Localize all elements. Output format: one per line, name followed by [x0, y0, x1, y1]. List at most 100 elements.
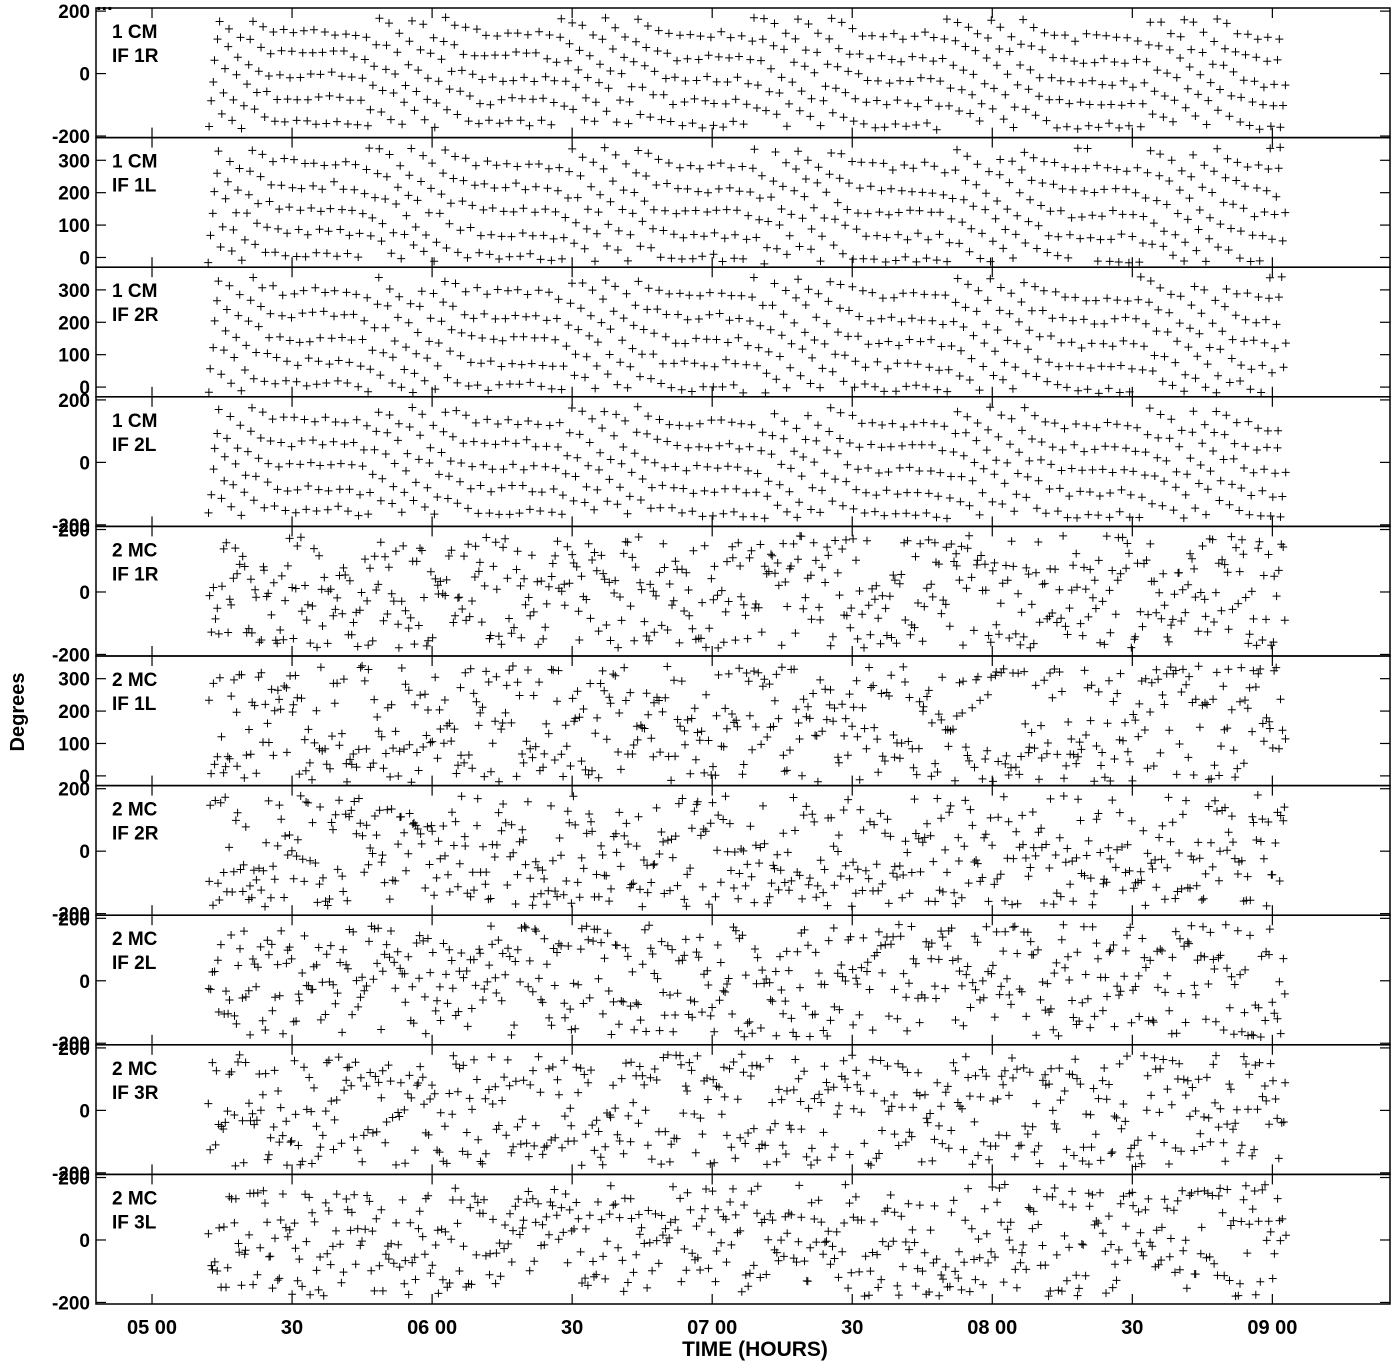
phase-point	[1013, 469, 1022, 478]
phase-point	[551, 207, 560, 216]
phase-point	[687, 714, 696, 723]
phase-point	[537, 116, 546, 125]
phase-point	[266, 309, 275, 318]
phase-point	[734, 894, 743, 903]
phase-point	[240, 927, 248, 936]
phase-point	[758, 35, 767, 44]
phase-point	[824, 936, 833, 945]
phase-point	[1043, 248, 1052, 257]
phase-point	[918, 637, 927, 646]
phase-point	[963, 152, 972, 161]
phase-point	[950, 557, 958, 566]
phase-point	[606, 197, 615, 206]
phase-point	[681, 339, 690, 348]
phase-point	[804, 880, 813, 889]
phase-point	[469, 314, 478, 323]
phase-point	[831, 475, 840, 484]
phase-point	[903, 848, 912, 857]
phase-point	[449, 1051, 458, 1060]
phase-point	[574, 1088, 583, 1097]
phase-point	[498, 949, 507, 958]
phase-point	[544, 886, 553, 895]
phase-point	[1185, 194, 1194, 203]
phase-point	[1150, 577, 1159, 586]
phase-point	[943, 387, 952, 396]
phase-point	[1059, 531, 1068, 540]
phase-point	[928, 189, 937, 198]
phase-point	[934, 492, 943, 501]
phase-point	[760, 14, 768, 23]
phase-point	[311, 283, 320, 292]
phase-point	[468, 1105, 476, 1114]
phase-point	[580, 498, 589, 507]
phase-point	[392, 200, 401, 208]
phase-point	[676, 722, 685, 731]
phase-point	[596, 60, 604, 69]
phase-point	[943, 868, 951, 877]
phase-point	[1241, 696, 1249, 705]
phase-point	[1181, 238, 1190, 247]
phase-point	[529, 1066, 537, 1075]
phase-point	[439, 939, 448, 948]
phase-point	[1229, 67, 1238, 76]
phase-point	[1094, 1094, 1103, 1103]
phase-point	[1256, 511, 1265, 520]
phase-point	[250, 1120, 259, 1129]
phase-point	[626, 688, 635, 697]
phase-point	[785, 231, 794, 240]
phase-point	[766, 1126, 775, 1134]
phase-point	[349, 927, 358, 936]
phase-point	[1083, 994, 1092, 1003]
phase-point	[1121, 946, 1130, 955]
phase-point	[1148, 1131, 1157, 1140]
phase-point	[1216, 85, 1224, 94]
phase-point	[489, 562, 498, 571]
phase-point	[1250, 77, 1259, 86]
phase-point	[374, 727, 383, 736]
phase-point	[533, 863, 542, 872]
phase-point	[652, 181, 661, 189]
phase-point	[1223, 154, 1232, 163]
phase-point	[356, 362, 365, 371]
phase-point	[1227, 224, 1235, 233]
phase-point	[533, 577, 542, 586]
phase-point	[639, 325, 648, 334]
phase-point	[541, 462, 550, 471]
phase-point	[350, 185, 359, 194]
phase-point	[338, 872, 347, 881]
phase-point	[979, 993, 988, 1002]
phase-point	[1237, 1141, 1246, 1150]
phase-point	[690, 1110, 699, 1118]
phase-point	[866, 630, 875, 639]
phase-point	[704, 981, 713, 989]
phase-point	[316, 70, 325, 79]
phase-point	[423, 822, 432, 831]
phase-point	[884, 468, 893, 476]
phase-point	[298, 48, 307, 57]
phase-point	[757, 56, 765, 65]
phase-point	[614, 226, 623, 235]
phase-point	[1008, 384, 1017, 393]
phase-point	[1253, 791, 1262, 799]
phase-point	[217, 732, 226, 741]
phase-point	[716, 159, 725, 168]
phase-point	[658, 481, 667, 490]
phase-point	[970, 858, 979, 866]
phase-point	[459, 176, 468, 185]
phase-point	[285, 943, 294, 952]
phase-point	[535, 678, 544, 687]
phase-point	[982, 446, 991, 455]
phase-point	[1065, 99, 1074, 108]
phase-point	[550, 981, 559, 990]
phase-point	[996, 283, 1005, 292]
phase-point	[582, 482, 591, 491]
phase-point	[331, 418, 340, 426]
phase-point	[1241, 965, 1250, 974]
phase-point	[1015, 317, 1023, 326]
phase-point	[330, 312, 338, 321]
phase-point	[204, 984, 213, 993]
y-tick-label: 0	[79, 65, 90, 86]
phase-point	[927, 580, 936, 589]
phase-point	[1133, 163, 1142, 172]
phase-point	[1216, 220, 1225, 229]
